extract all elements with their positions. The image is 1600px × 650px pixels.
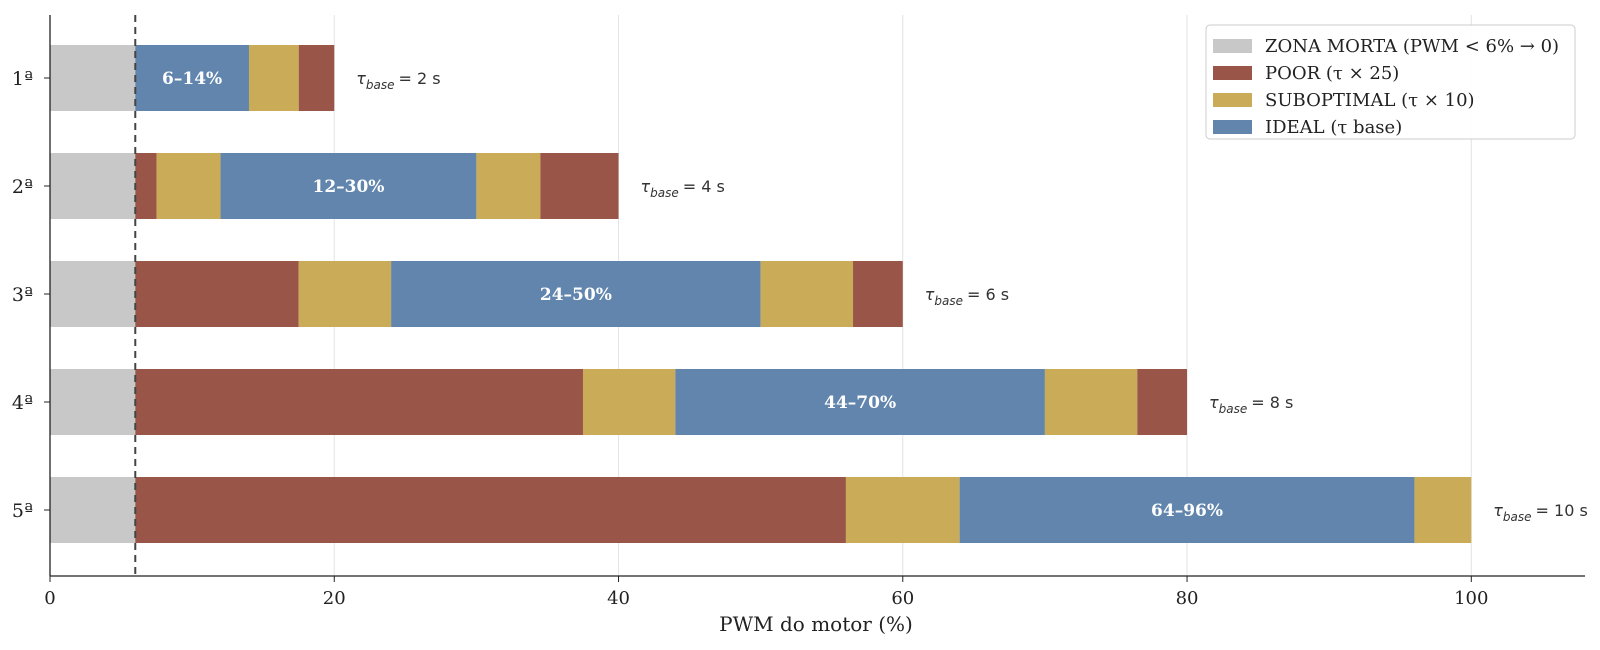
x-tick-label: 80 <box>1176 588 1199 609</box>
x-tick-label: 20 <box>323 588 346 609</box>
bar-segment-suboptimal <box>476 153 541 219</box>
bar-segment-dead-zone <box>50 369 136 435</box>
bar-segment-dead-zone <box>50 261 136 327</box>
bar-segment-ideal <box>220 153 477 219</box>
y-tick-label: 5ª <box>12 500 33 522</box>
tau-base-label: τbase = 8 s <box>1209 393 1293 416</box>
bar-segment-suboptimal <box>582 369 676 435</box>
bar-segment-suboptimal <box>298 261 392 327</box>
bar-segment-poor <box>135 153 157 219</box>
legend-entry-label: POOR (τ × 25) <box>1265 63 1399 84</box>
bars: 6–14% 12–30% 24–50% 44–70% 64–96% <box>50 45 1472 543</box>
bar-segment-suboptimal <box>1414 477 1472 543</box>
ideal-range-label: 12–30% <box>312 177 384 197</box>
y-tick-label: 3ª <box>12 284 33 306</box>
x-tick-label: 40 <box>607 588 630 609</box>
tau-base-label: τbase = 2 s <box>356 69 440 92</box>
y-tick-label: 1ª <box>12 68 33 90</box>
bar-segment-suboptimal <box>760 261 854 327</box>
bar-segment-poor <box>135 369 583 435</box>
ideal-range-label: 6–14% <box>162 69 222 89</box>
bar-segment-poor <box>298 45 335 111</box>
bar-segment-poor <box>853 261 903 327</box>
tau-base-label: τbase = 4 s <box>641 177 725 200</box>
y-tick-label: 2ª <box>12 176 33 198</box>
x-axis-title: PWM do motor (%) <box>719 612 913 636</box>
legend-box <box>1205 24 1576 140</box>
legend: ZONA MORTA (PWM < 6% → 0) POOR (τ × 25) SU… <box>1205 24 1576 140</box>
annotations: τbase = 2 s τbase = 4 s τbase = 6 s τbase = 8 s… <box>134 15 1588 576</box>
bar-segment-ideal <box>391 261 761 327</box>
legend-swatch <box>1213 66 1252 80</box>
legend-swatch <box>1213 93 1252 107</box>
bar-segment-dead-zone <box>50 45 136 111</box>
x-tick-label: 100 <box>1454 588 1488 609</box>
axes: 1ª 2ª 3ª 4ª 5ª 0 20 40 60 80 100 <box>12 15 1585 609</box>
legend-entry-label: ZONA MORTA (PWM < 6% → 0) <box>1265 36 1559 57</box>
legend-swatch <box>1213 120 1252 134</box>
tau-base-label: τbase = 10 s <box>1493 501 1588 524</box>
legend-swatch <box>1213 39 1252 53</box>
legend-entry-label: SUBOPTIMAL (τ × 10) <box>1265 90 1475 111</box>
tau-base-label: τbase = 6 s <box>925 285 1009 308</box>
bar-segment-poor <box>1137 369 1188 435</box>
bar-segment-ideal <box>959 477 1415 543</box>
y-tick-label: 4ª <box>12 392 33 414</box>
bar-segment-ideal <box>135 45 249 111</box>
bar-segment-suboptimal <box>248 45 299 111</box>
x-tick-label: 0 <box>44 588 55 609</box>
bar-segment-dead-zone <box>50 477 136 543</box>
bar-segment-suboptimal <box>1044 369 1138 435</box>
ideal-range-label: 24–50% <box>540 285 612 305</box>
legend-entry-label: IDEAL (τ base) <box>1265 117 1402 138</box>
ideal-range-label: 44–70% <box>824 393 896 413</box>
bar-segment-suboptimal <box>845 477 960 543</box>
x-tick-label: 60 <box>891 588 914 609</box>
bar-segment-poor <box>135 261 299 327</box>
ideal-range-label: 64–96% <box>1151 501 1223 521</box>
bar-segment-poor <box>540 153 619 219</box>
bar-segment-suboptimal <box>156 153 221 219</box>
bar-segment-dead-zone <box>50 153 136 219</box>
bar-segment-poor <box>135 477 846 543</box>
bar-segment-ideal <box>675 369 1045 435</box>
